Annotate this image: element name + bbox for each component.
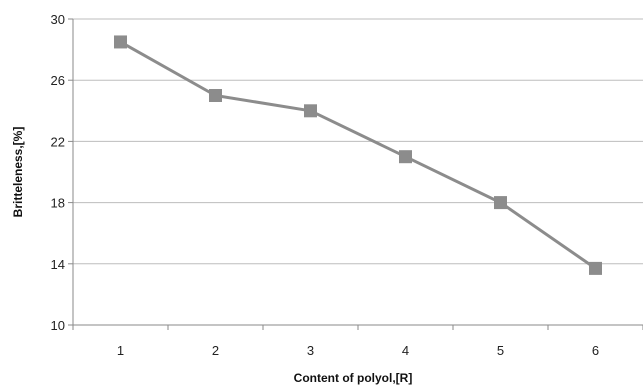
x-tick-label-5: 5	[497, 343, 504, 358]
x-axis-title: Content of polyol,[R]	[294, 371, 413, 385]
y-tick-label-30: 30	[51, 12, 65, 27]
data-point-4	[399, 150, 412, 164]
data-point-1	[114, 35, 127, 49]
y-tick-label-14: 14	[51, 257, 65, 272]
data-point-3	[304, 104, 317, 118]
y-tick-label-18: 18	[51, 196, 65, 211]
x-tick-label-4: 4	[402, 343, 409, 358]
tick-labels: 10 14 18 22 26 30 1 2 3 4 5 6	[51, 12, 600, 358]
x-tick-label-2: 2	[212, 343, 219, 358]
x-tick-label-6: 6	[592, 343, 599, 358]
data-series	[114, 35, 602, 275]
y-axis-title: Britteleness,[%]	[11, 127, 25, 218]
data-point-2	[209, 89, 222, 102]
x-tick-label-1: 1	[117, 343, 124, 358]
y-tick-label-10: 10	[51, 318, 65, 333]
data-point-6	[589, 261, 602, 275]
axes	[68, 18, 643, 330]
y-tick-label-22: 22	[51, 134, 65, 149]
series-line-0	[119, 40, 597, 270]
y-tick-label-26: 26	[51, 73, 65, 88]
data-point-5	[494, 196, 507, 210]
x-tick-label-3: 3	[307, 343, 314, 358]
